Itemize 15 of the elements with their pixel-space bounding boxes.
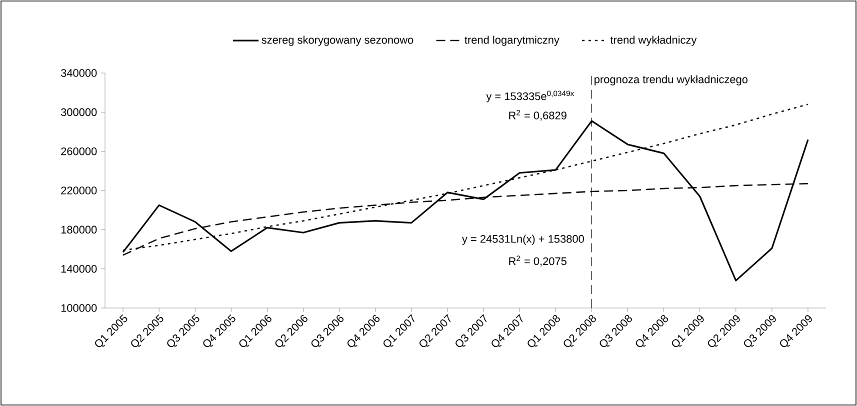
legend-label: trend wykładniczy (610, 36, 697, 46)
annotation: R$^{2}$ = 0,2075 (509, 256, 566, 266)
y-tick-label: 300000 (61, 108, 97, 116)
annotation: R$^{2}$ = 0,6829 (509, 110, 566, 121)
y-tick-label: 220000 (61, 186, 97, 194)
y-tick-label: 100000 (61, 304, 97, 312)
y-tick-label: 340000 (61, 69, 97, 77)
legend-label: szereg skorygowany sezonowo (262, 36, 414, 46)
y-tick-label: 140000 (61, 264, 97, 273)
y-tick-label: 260000 (61, 147, 97, 156)
y-tick-label: 180000 (61, 226, 97, 234)
ref-line-label: prognoza trendu wykładniczego (594, 75, 748, 86)
annotation: y = 24531Ln(x) + 153800 (462, 234, 584, 245)
annotation: y = 153335e$^{0,0349x}$ (486, 90, 574, 102)
legend-label: trend logarytmiczny (464, 36, 560, 46)
